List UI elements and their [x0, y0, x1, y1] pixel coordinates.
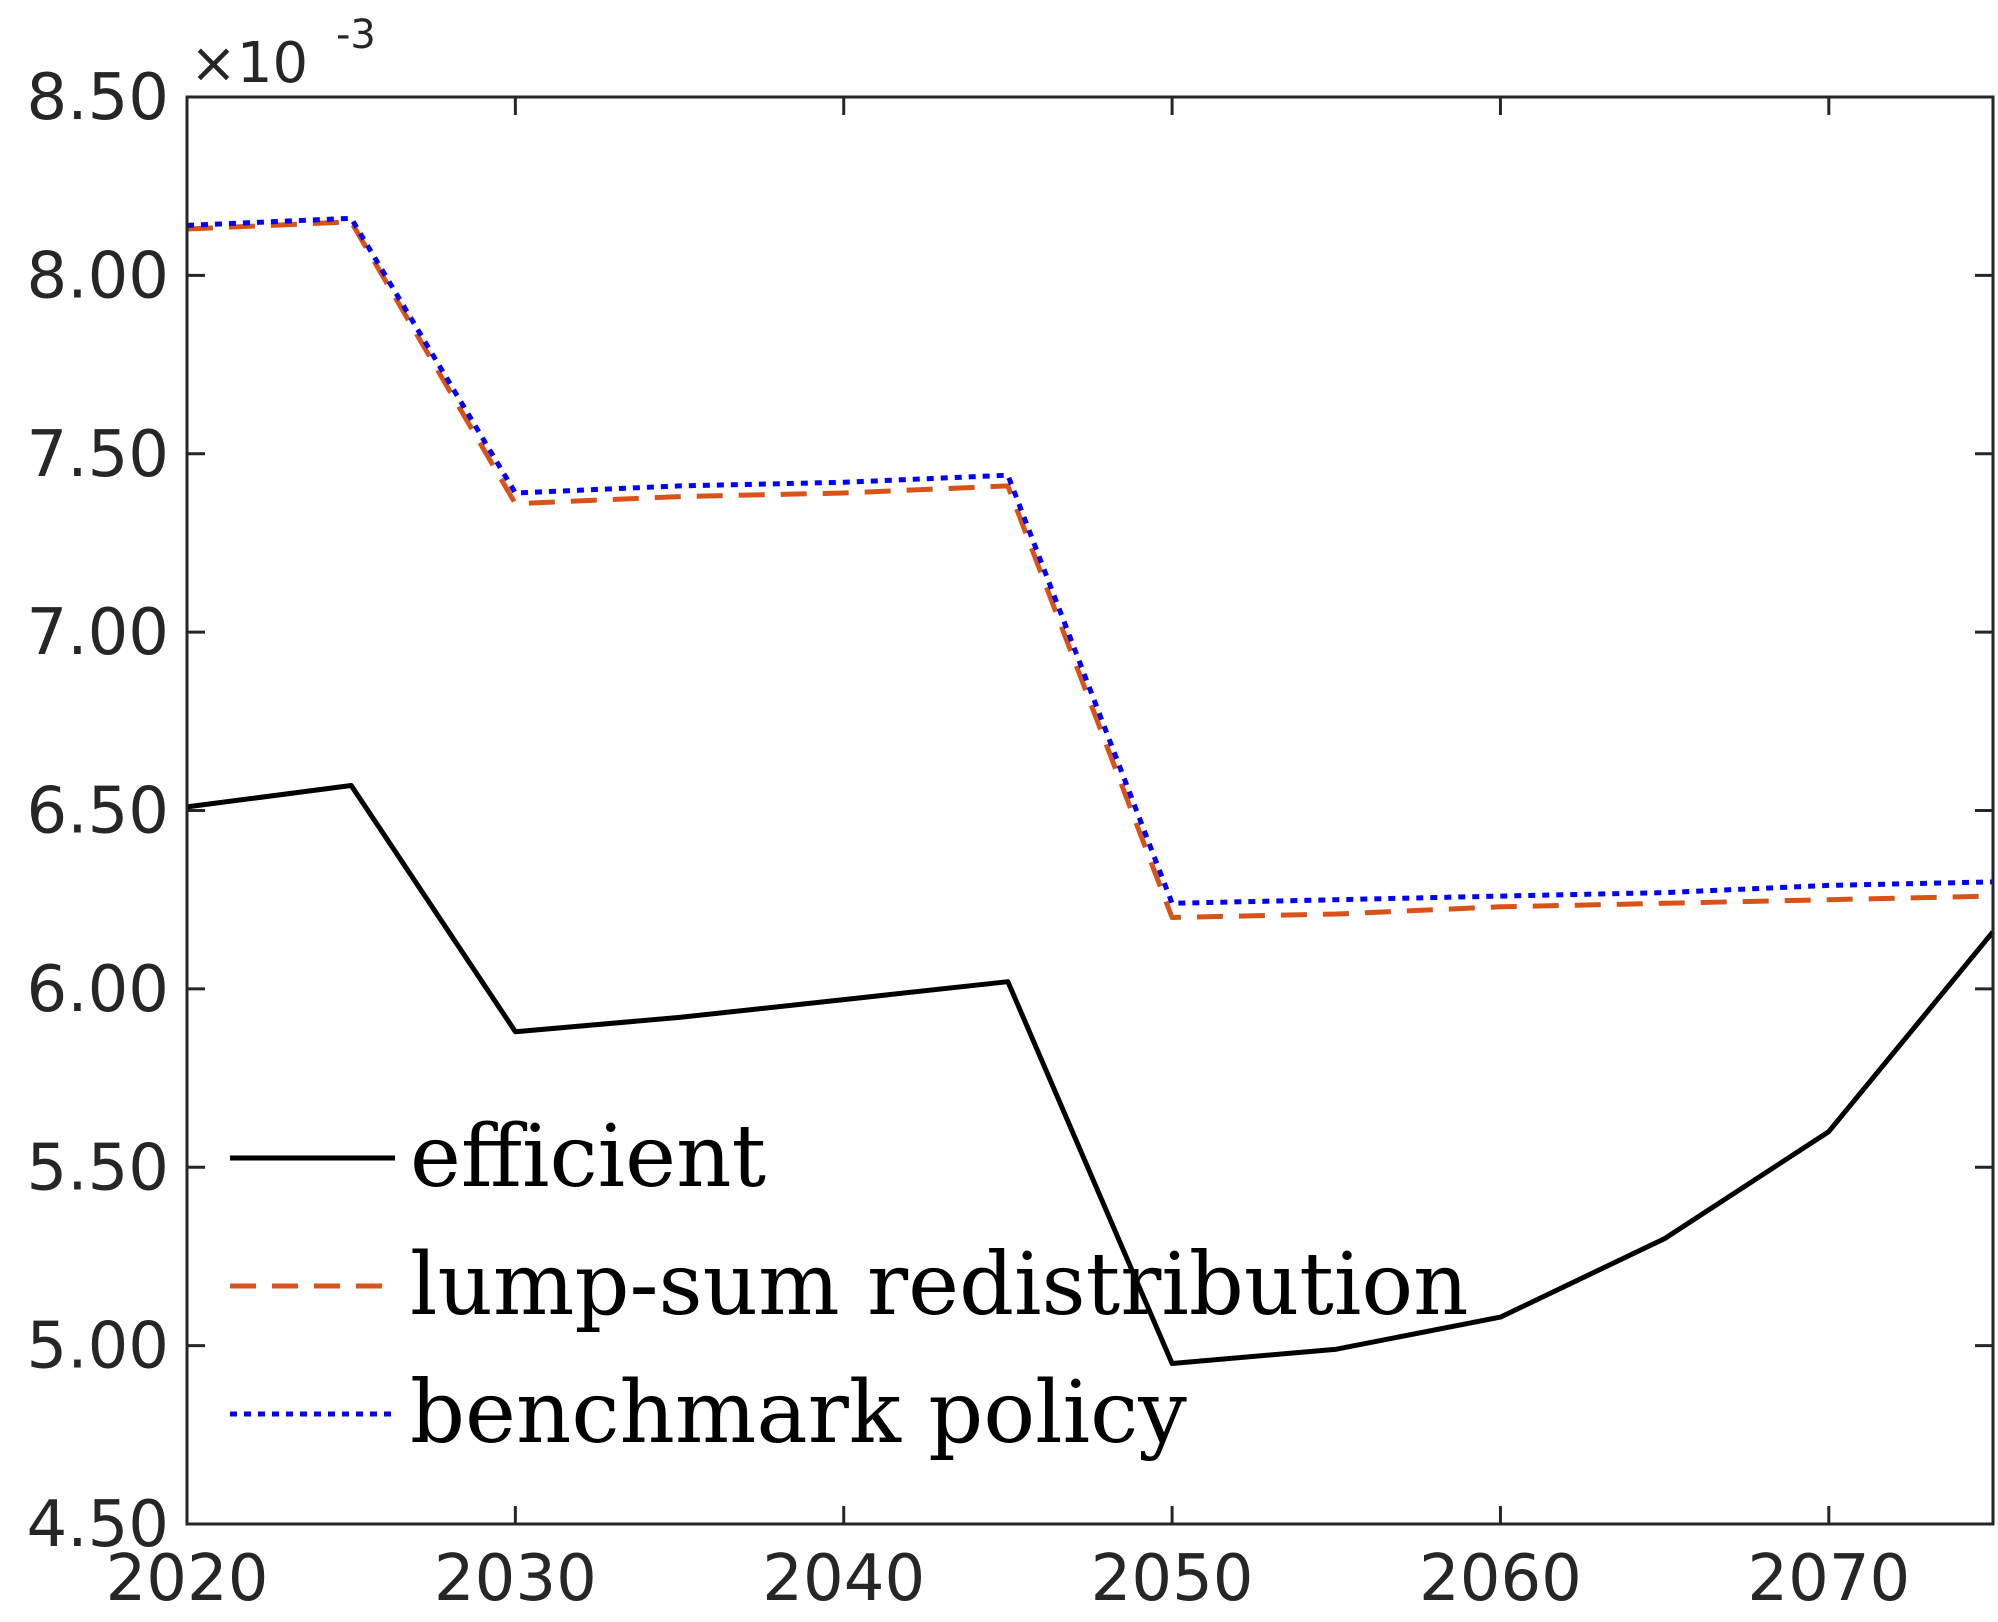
x-tick-label: 2020 — [106, 1542, 269, 1616]
y-tick-label: 7.50 — [27, 418, 170, 492]
exponent-base: ×10 — [190, 31, 308, 96]
legend: efficient lump-sum redistribution benchmar… — [230, 1107, 1469, 1463]
legend-label-2: benchmark policy — [410, 1363, 1187, 1463]
y-tick-label: 5.00 — [27, 1310, 170, 1384]
series-line-1 — [186, 219, 1994, 920]
x-tick-label: 2070 — [1747, 1542, 1910, 1616]
x-tick-label: 2030 — [434, 1542, 597, 1616]
y-tick-label: 5.50 — [27, 1131, 170, 1205]
x-tick-label: 2050 — [1091, 1542, 1254, 1616]
y-tick-label: 6.50 — [27, 775, 170, 849]
y-tick-label: 4.50 — [27, 1488, 170, 1562]
exponent-superscript: -3 — [336, 12, 376, 58]
x-tick-label: 2040 — [762, 1542, 925, 1616]
y-exponent-label: ×10 -3 — [190, 12, 376, 96]
series-line-2 — [186, 215, 1994, 906]
series-layer — [186, 215, 1995, 1366]
x-tick-label: 2060 — [1419, 1542, 1582, 1616]
legend-label-1: lump-sum redistribution — [410, 1235, 1469, 1335]
ticks-layer: 2020 2030 2040 2050 2060 2070 4.50 5.00 5.50 6.00… — [27, 61, 1993, 1616]
y-tick-label: 8.50 — [27, 61, 170, 135]
y-tick-label: 7.00 — [27, 596, 170, 670]
y-tick-label: 8.00 — [27, 239, 170, 313]
legend-label-0: efficient — [410, 1107, 766, 1207]
y-tick-label: 6.00 — [27, 953, 170, 1027]
series-line-0 — [186, 783, 1995, 1366]
